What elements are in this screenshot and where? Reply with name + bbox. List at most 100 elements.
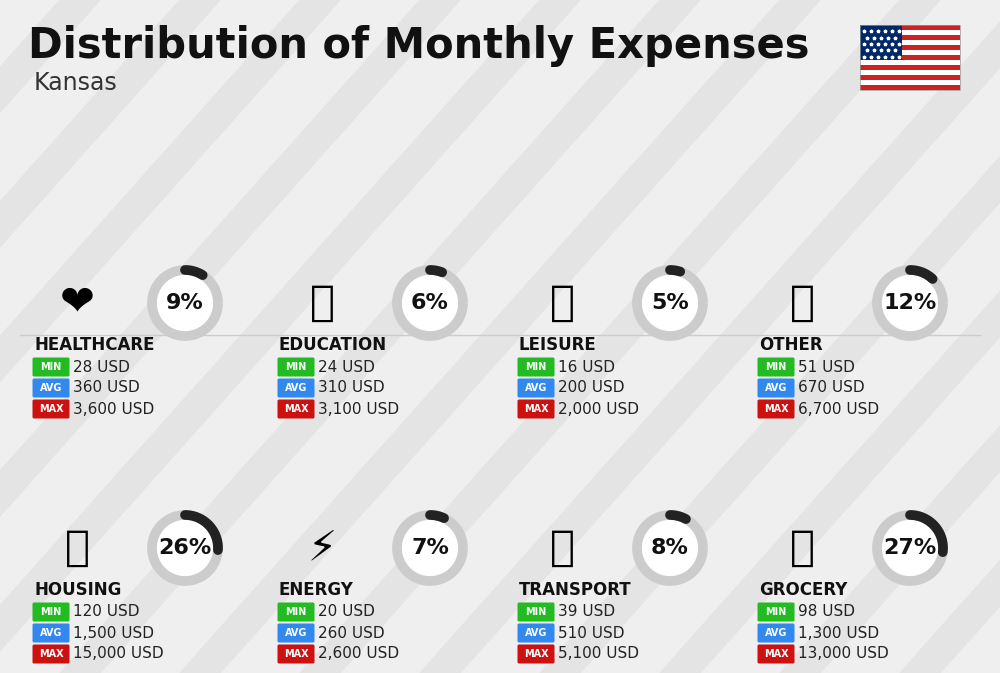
Text: MIN: MIN bbox=[285, 362, 307, 372]
Text: 🛍️: 🛍️ bbox=[550, 282, 574, 324]
Circle shape bbox=[401, 274, 459, 332]
FancyBboxPatch shape bbox=[518, 378, 554, 398]
FancyBboxPatch shape bbox=[278, 602, 314, 621]
Text: 98 USD: 98 USD bbox=[798, 604, 855, 620]
Text: 1,300 USD: 1,300 USD bbox=[798, 625, 879, 641]
Text: TRANSPORT: TRANSPORT bbox=[519, 581, 632, 599]
Polygon shape bbox=[420, 0, 1000, 673]
Text: LEISURE: LEISURE bbox=[519, 336, 597, 354]
Text: EDUCATION: EDUCATION bbox=[279, 336, 387, 354]
Text: 24 USD: 24 USD bbox=[318, 359, 375, 374]
Text: AVG: AVG bbox=[525, 628, 547, 638]
FancyBboxPatch shape bbox=[860, 85, 960, 90]
Text: 670 USD: 670 USD bbox=[798, 380, 865, 396]
FancyBboxPatch shape bbox=[32, 378, 70, 398]
Text: 28 USD: 28 USD bbox=[73, 359, 130, 374]
Text: ⚡: ⚡ bbox=[307, 527, 337, 569]
Text: MAX: MAX bbox=[284, 649, 308, 659]
FancyBboxPatch shape bbox=[32, 623, 70, 643]
Text: 13,000 USD: 13,000 USD bbox=[798, 647, 889, 662]
Polygon shape bbox=[660, 0, 1000, 673]
FancyBboxPatch shape bbox=[32, 400, 70, 419]
Text: 3,100 USD: 3,100 USD bbox=[318, 402, 399, 417]
Text: 12%: 12% bbox=[883, 293, 937, 313]
Text: 310 USD: 310 USD bbox=[318, 380, 385, 396]
Text: MAX: MAX bbox=[284, 404, 308, 414]
FancyBboxPatch shape bbox=[278, 645, 314, 664]
FancyBboxPatch shape bbox=[860, 40, 960, 45]
Text: 260 USD: 260 USD bbox=[318, 625, 385, 641]
Text: AVG: AVG bbox=[40, 383, 62, 393]
Text: HOUSING: HOUSING bbox=[34, 581, 121, 599]
FancyBboxPatch shape bbox=[278, 378, 314, 398]
Text: 5%: 5% bbox=[651, 293, 689, 313]
Text: 120 USD: 120 USD bbox=[73, 604, 140, 620]
Text: MAX: MAX bbox=[764, 649, 788, 659]
FancyBboxPatch shape bbox=[278, 400, 314, 419]
Text: MIN: MIN bbox=[40, 362, 62, 372]
Text: AVG: AVG bbox=[765, 628, 787, 638]
Text: 🛒: 🛒 bbox=[790, 527, 814, 569]
Text: 2,000 USD: 2,000 USD bbox=[558, 402, 639, 417]
Text: ENERGY: ENERGY bbox=[279, 581, 354, 599]
Text: 27%: 27% bbox=[883, 538, 937, 558]
FancyBboxPatch shape bbox=[860, 35, 960, 40]
FancyBboxPatch shape bbox=[860, 65, 960, 70]
FancyBboxPatch shape bbox=[518, 645, 554, 664]
Text: 51 USD: 51 USD bbox=[798, 359, 855, 374]
FancyBboxPatch shape bbox=[278, 623, 314, 643]
Text: GROCERY: GROCERY bbox=[759, 581, 847, 599]
Text: OTHER: OTHER bbox=[759, 336, 823, 354]
Text: 7%: 7% bbox=[411, 538, 449, 558]
Circle shape bbox=[881, 274, 939, 332]
FancyBboxPatch shape bbox=[860, 25, 960, 30]
FancyBboxPatch shape bbox=[860, 70, 960, 75]
Text: 20 USD: 20 USD bbox=[318, 604, 375, 620]
FancyBboxPatch shape bbox=[758, 645, 794, 664]
Polygon shape bbox=[180, 0, 820, 673]
Text: 3,600 USD: 3,600 USD bbox=[73, 402, 154, 417]
Circle shape bbox=[641, 274, 699, 332]
Text: 8%: 8% bbox=[651, 538, 689, 558]
Text: MAX: MAX bbox=[524, 404, 548, 414]
Text: MIN: MIN bbox=[525, 362, 547, 372]
Text: 15,000 USD: 15,000 USD bbox=[73, 647, 164, 662]
Text: 🎓: 🎓 bbox=[310, 282, 334, 324]
Text: AVG: AVG bbox=[285, 383, 307, 393]
Polygon shape bbox=[300, 0, 940, 673]
Text: MAX: MAX bbox=[524, 649, 548, 659]
FancyBboxPatch shape bbox=[758, 378, 794, 398]
Text: MAX: MAX bbox=[39, 404, 63, 414]
Text: 🏢: 🏢 bbox=[64, 527, 90, 569]
Text: 🚌: 🚌 bbox=[550, 527, 574, 569]
Text: 6,700 USD: 6,700 USD bbox=[798, 402, 879, 417]
Polygon shape bbox=[0, 0, 580, 673]
Polygon shape bbox=[900, 0, 1000, 673]
FancyBboxPatch shape bbox=[518, 357, 554, 376]
Circle shape bbox=[641, 519, 699, 577]
FancyBboxPatch shape bbox=[32, 357, 70, 376]
Text: Kansas: Kansas bbox=[34, 71, 118, 95]
Text: 5,100 USD: 5,100 USD bbox=[558, 647, 639, 662]
FancyBboxPatch shape bbox=[758, 357, 794, 376]
Text: Distribution of Monthly Expenses: Distribution of Monthly Expenses bbox=[28, 25, 810, 67]
Polygon shape bbox=[0, 0, 460, 673]
FancyBboxPatch shape bbox=[860, 50, 960, 55]
FancyBboxPatch shape bbox=[860, 75, 960, 80]
Polygon shape bbox=[780, 0, 1000, 673]
Circle shape bbox=[156, 274, 214, 332]
Polygon shape bbox=[60, 0, 700, 673]
Text: MAX: MAX bbox=[764, 404, 788, 414]
Text: 360 USD: 360 USD bbox=[73, 380, 140, 396]
Circle shape bbox=[156, 519, 214, 577]
Text: HEALTHCARE: HEALTHCARE bbox=[34, 336, 154, 354]
Text: 💰: 💰 bbox=[790, 282, 814, 324]
Text: 9%: 9% bbox=[166, 293, 204, 313]
Text: 6%: 6% bbox=[411, 293, 449, 313]
FancyBboxPatch shape bbox=[860, 60, 960, 65]
Text: ❤️: ❤️ bbox=[60, 282, 94, 324]
Text: AVG: AVG bbox=[525, 383, 547, 393]
Text: 510 USD: 510 USD bbox=[558, 625, 624, 641]
Text: MIN: MIN bbox=[285, 607, 307, 617]
Text: 26%: 26% bbox=[158, 538, 212, 558]
